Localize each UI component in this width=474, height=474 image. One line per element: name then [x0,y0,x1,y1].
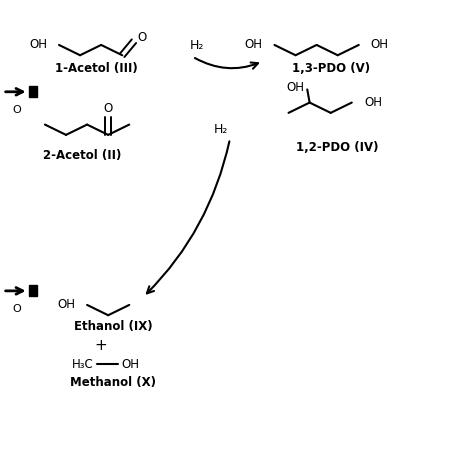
Text: 1,3-PDO (V): 1,3-PDO (V) [292,62,370,75]
Text: OH: OH [57,299,75,311]
Text: H₂: H₂ [190,39,204,52]
Text: H₃C: H₃C [72,358,93,371]
Text: H₂: H₂ [213,123,228,136]
Bar [28,86,37,97]
Text: 2-Acetol (II): 2-Acetol (II) [43,148,122,162]
Text: Ethanol (IX): Ethanol (IX) [73,319,152,332]
Text: +: + [95,338,108,353]
Bar [28,285,37,297]
Text: OH: OH [121,358,139,371]
Text: OH: OH [287,81,305,94]
Text: 1-Acetol (III): 1-Acetol (III) [55,62,138,75]
Text: OH: OH [365,96,383,109]
Text: O: O [12,105,21,115]
Text: O: O [138,31,147,44]
Text: OH: OH [29,38,47,52]
Text: 1,2-PDO (IV): 1,2-PDO (IV) [296,142,379,155]
Text: OH: OH [245,38,263,52]
Text: Methanol (X): Methanol (X) [70,376,156,389]
Text: O: O [103,102,113,115]
Text: O: O [12,304,21,314]
Text: OH: OH [371,38,389,52]
